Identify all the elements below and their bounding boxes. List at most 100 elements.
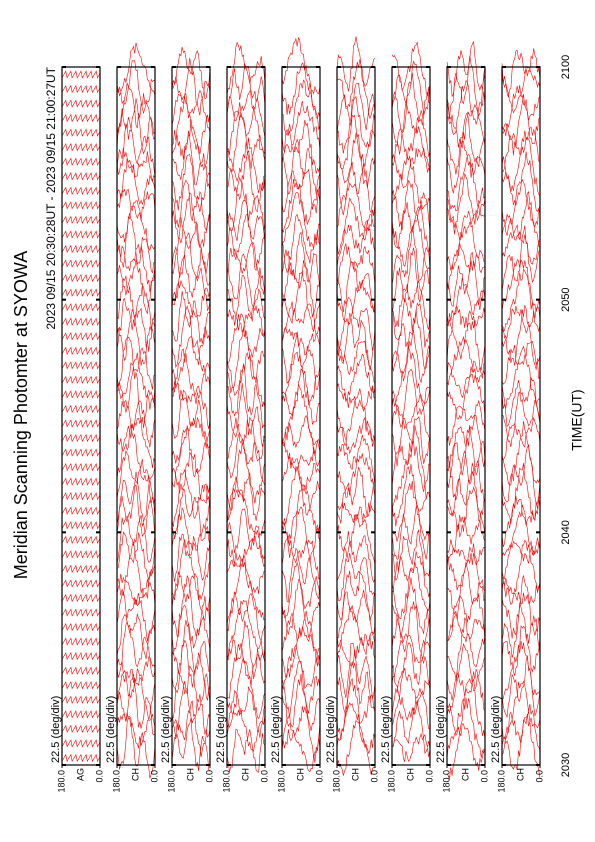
trace — [61, 390, 101, 399]
trace — [226, 305, 266, 338]
trace — [281, 326, 321, 356]
trace — [281, 547, 321, 603]
trace — [171, 539, 211, 601]
y-tick-label: 180.0 — [56, 770, 66, 793]
trace — [281, 626, 321, 678]
trace — [282, 79, 321, 137]
trace — [171, 681, 211, 739]
panel-frame — [116, 66, 156, 766]
trace — [281, 706, 321, 759]
trace — [501, 259, 541, 312]
trace — [336, 383, 376, 412]
trace — [61, 535, 101, 544]
trace — [281, 260, 321, 314]
trace — [446, 251, 486, 311]
trace — [116, 620, 156, 678]
trace — [281, 168, 321, 214]
trace — [281, 561, 321, 619]
trace — [391, 179, 431, 233]
trace — [391, 102, 431, 157]
trace — [171, 192, 211, 249]
trace — [501, 191, 541, 248]
trace — [336, 661, 376, 717]
trace — [171, 154, 211, 213]
trace — [446, 154, 486, 215]
trace — [171, 179, 211, 232]
trace — [281, 368, 321, 425]
trace — [391, 667, 431, 716]
trace — [61, 113, 101, 123]
trace — [281, 440, 321, 467]
trace — [281, 644, 321, 690]
x-tick-label: 2030 — [560, 753, 572, 777]
trace — [501, 341, 541, 385]
trace — [336, 434, 376, 485]
trace — [226, 313, 266, 366]
trace — [281, 673, 321, 731]
trace — [61, 550, 101, 559]
trace — [336, 719, 376, 776]
trace — [116, 82, 156, 140]
trace — [226, 657, 266, 720]
trace — [171, 291, 211, 344]
trace — [501, 416, 541, 461]
trace — [61, 593, 101, 603]
trace — [501, 151, 541, 212]
scale-label: 22.5 (deg/div) — [50, 696, 62, 763]
trace — [61, 99, 101, 108]
trace — [336, 182, 376, 232]
trace — [446, 172, 486, 235]
trace — [336, 466, 376, 524]
trace — [171, 119, 211, 171]
trace — [171, 620, 211, 675]
trace — [446, 103, 486, 149]
trace — [226, 508, 266, 560]
trace — [391, 642, 431, 698]
trace — [226, 137, 266, 194]
trace — [391, 368, 431, 428]
trace — [446, 306, 486, 331]
x-axis-label: TIME(UT) — [569, 389, 585, 450]
trace — [446, 561, 486, 620]
trace — [116, 514, 156, 564]
y-tick-label: 0.0 — [424, 770, 434, 783]
trace — [61, 244, 101, 254]
chart-title: Meridian Scanning Photomter at SYOWA — [11, 251, 31, 579]
trace — [61, 681, 101, 690]
trace — [336, 453, 376, 498]
y-tick-label: 180.0 — [111, 770, 121, 793]
trace — [336, 506, 376, 565]
trace — [171, 469, 211, 527]
trace — [171, 416, 211, 464]
y-tick-label: 180.0 — [496, 770, 506, 793]
trace — [446, 140, 486, 194]
trace — [281, 484, 321, 545]
trace — [501, 305, 541, 348]
trace — [336, 553, 376, 602]
trace — [501, 537, 541, 580]
trace — [61, 739, 101, 748]
trace — [116, 352, 156, 410]
trace — [281, 384, 321, 447]
trace — [336, 161, 376, 216]
trace — [116, 716, 156, 779]
trace — [281, 414, 321, 467]
trace — [226, 643, 266, 699]
trace — [501, 225, 541, 292]
trace — [446, 450, 486, 504]
trace — [61, 564, 101, 574]
trace — [391, 688, 431, 729]
trace — [501, 376, 541, 428]
trace — [61, 259, 101, 268]
panel-frame — [391, 66, 431, 766]
trace — [391, 309, 431, 372]
trace — [446, 669, 486, 717]
trace — [61, 622, 101, 632]
trace — [226, 90, 266, 138]
trace — [116, 573, 156, 607]
panel-frame — [281, 66, 321, 766]
trace — [116, 213, 156, 274]
trace — [116, 200, 156, 251]
trace — [116, 399, 156, 448]
scale-label: 22.5 (deg/div) — [380, 696, 392, 763]
